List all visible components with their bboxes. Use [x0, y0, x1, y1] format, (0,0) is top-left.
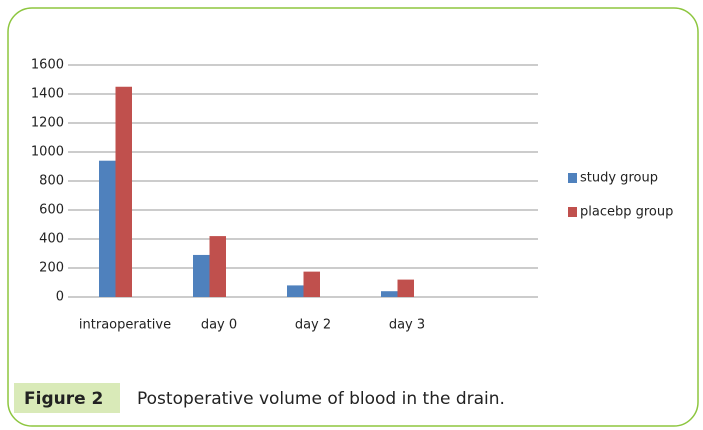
bar	[287, 285, 304, 297]
y-tick-label: 0	[56, 290, 64, 305]
bar	[381, 291, 398, 297]
y-tick-label: 800	[39, 174, 64, 189]
bar	[115, 86, 132, 297]
y-tick-label: 1400	[31, 87, 64, 102]
figure-label-bg	[14, 383, 120, 413]
legend-swatch	[568, 207, 577, 217]
frame	[7, 7, 699, 427]
y-tick-label: 400	[39, 232, 64, 247]
bar	[193, 254, 210, 297]
y-tick-label: 1000	[31, 145, 64, 160]
bar	[303, 271, 320, 297]
figure-caption: Postoperative volume of blood in the dra…	[137, 389, 505, 409]
legend-label: placebp group	[580, 205, 673, 220]
y-tick-label: 600	[39, 203, 64, 218]
x-tick-label: day 2	[295, 318, 331, 333]
bar	[209, 236, 226, 297]
legend-label: study group	[580, 171, 658, 186]
bar	[99, 160, 116, 297]
y-tick-label: 1600	[31, 58, 64, 73]
x-tick-label: day 0	[201, 318, 237, 333]
bar	[397, 279, 414, 297]
figure-label: Figure 2	[24, 389, 103, 409]
x-tick-label: intraoperative	[79, 318, 171, 333]
y-tick-label: 200	[39, 261, 64, 276]
legend-swatch	[568, 173, 577, 183]
x-tick-label: day 3	[389, 318, 425, 333]
y-tick-label: 1200	[31, 116, 64, 131]
